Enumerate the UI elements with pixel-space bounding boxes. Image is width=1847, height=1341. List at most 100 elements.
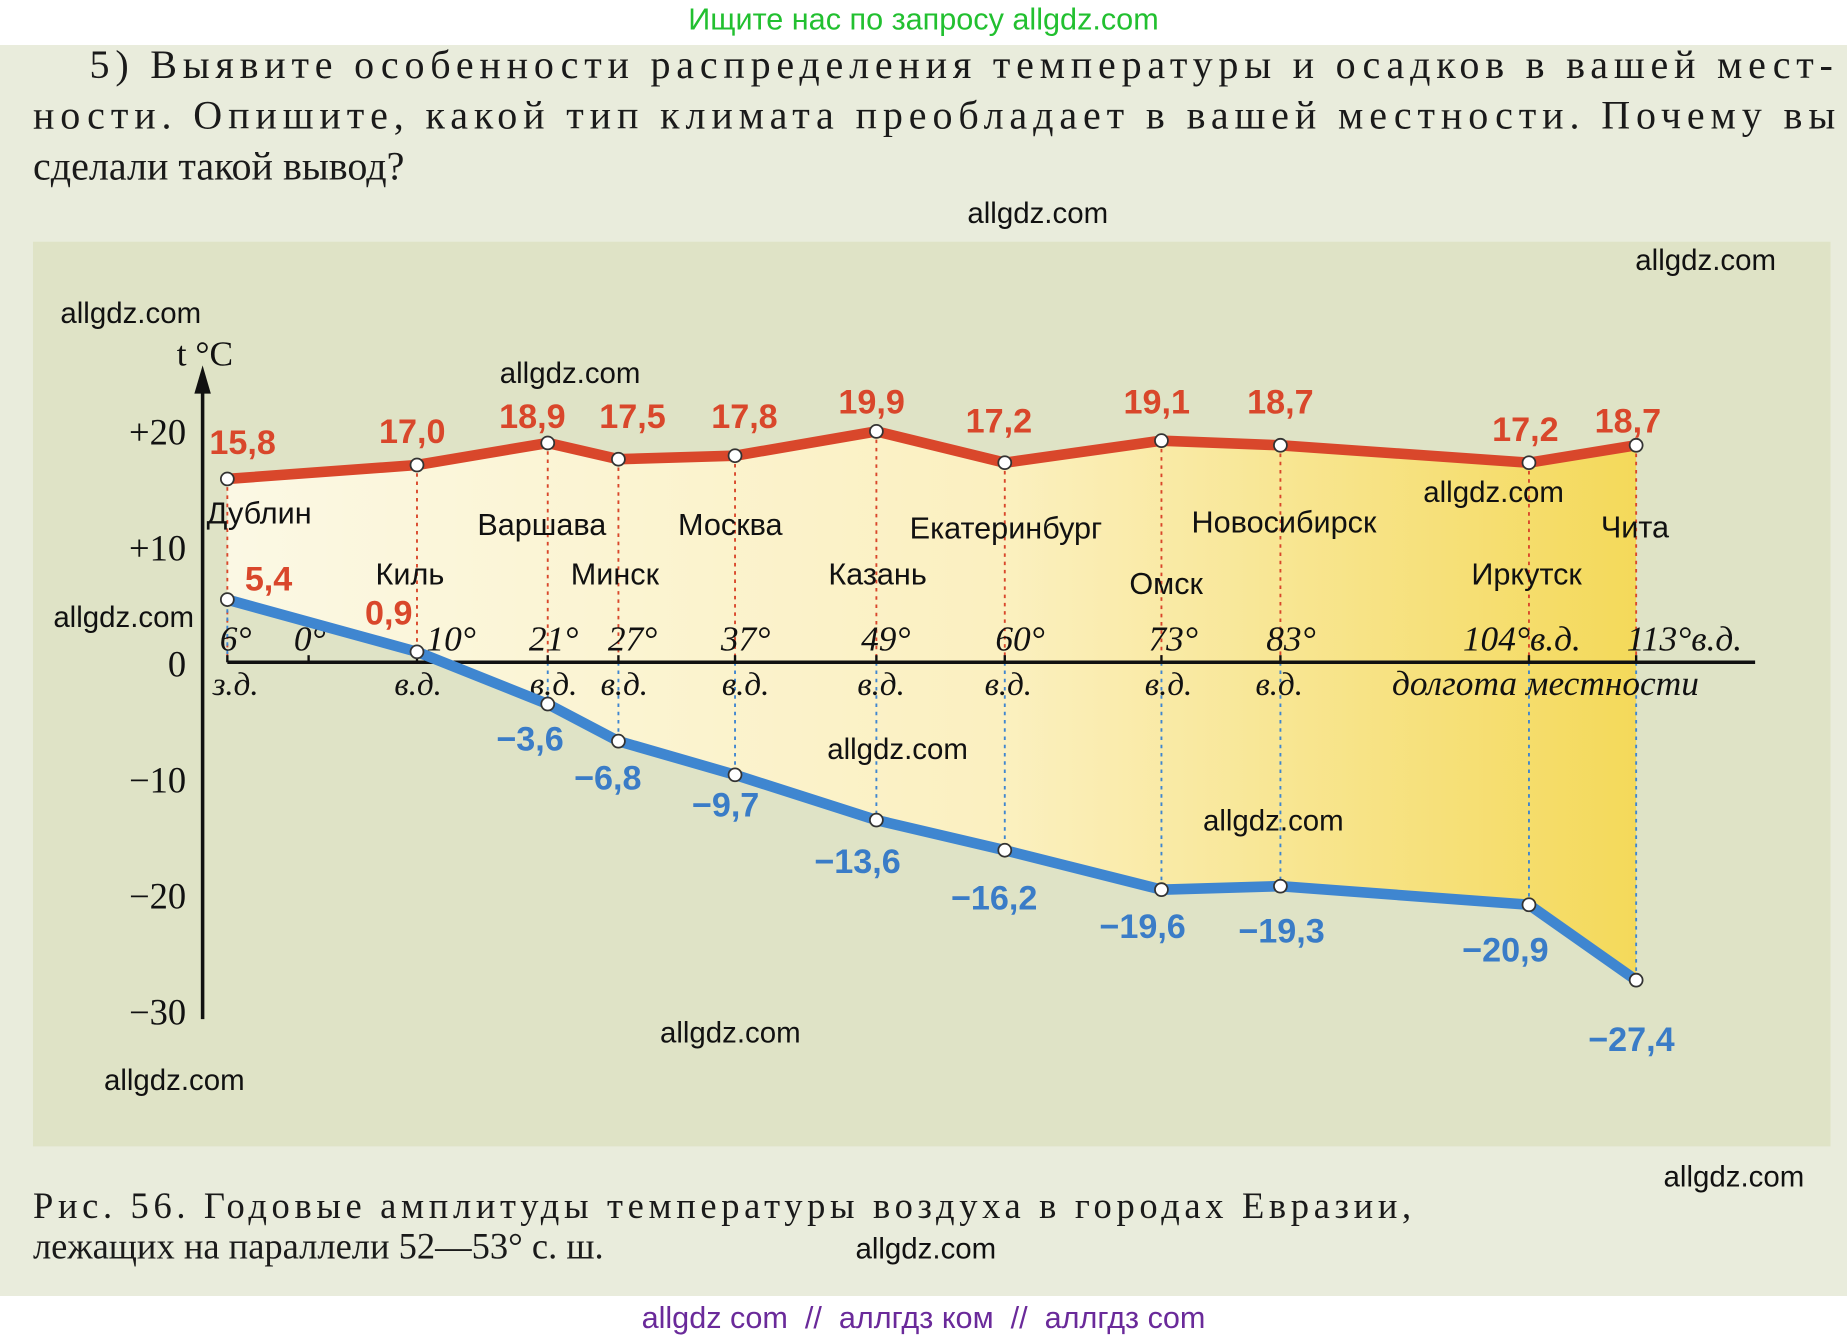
summer-data-label: 18,7	[1595, 403, 1661, 441]
watermark-text: allgdz.com	[1203, 805, 1344, 838]
question-text: 5) Выявите особенности распределения тем…	[33, 42, 1835, 188]
watermark-text: allgdz.com	[660, 1017, 801, 1050]
city-label: Киль	[376, 558, 445, 592]
summer-data-point	[409, 457, 425, 473]
summer-data-point	[540, 435, 556, 451]
winter-data-point	[1154, 882, 1169, 898]
amplitude-fill	[227, 431, 1637, 981]
winter-data-point	[409, 644, 425, 660]
summer-data-point	[219, 471, 235, 487]
summer-data-label: 18,9	[499, 398, 565, 436]
winter-data-point	[997, 842, 1013, 858]
summer-data-point	[1273, 437, 1288, 453]
winter-data-point	[1273, 878, 1288, 894]
city-label: Дублин	[207, 496, 312, 530]
winter-data-point	[1521, 897, 1537, 913]
winter-data-label: −20,9	[1462, 931, 1548, 969]
winter-data-point	[727, 767, 743, 783]
question-line-1: 5) Выявите особенности распределения тем…	[90, 42, 1833, 87]
x-tick-degree: 27°	[608, 619, 657, 658]
y-tick-label: +20	[129, 411, 186, 452]
y-tick-label: 0	[168, 643, 186, 684]
y-tick-label: −20	[129, 875, 186, 916]
y-axis-arrow-icon	[194, 365, 211, 394]
x-tick-direction: в.д.	[601, 667, 648, 703]
x-tick-direction: в.д.	[1145, 667, 1192, 703]
x-tick-direction: в.д.	[722, 667, 769, 703]
summer-data-label: 17,5	[599, 398, 665, 436]
winter-data-point	[611, 733, 626, 749]
watermark-text: allgdz.com	[967, 197, 1108, 230]
x-tick-direction: в.д.	[1255, 667, 1302, 703]
x-tick-degree: 104°в.д.	[1463, 619, 1581, 658]
city-label: Москва	[678, 508, 783, 542]
winter-data-label: −3,6	[496, 721, 563, 759]
x-tick-degree: 73°	[1148, 619, 1197, 658]
x-tick-degree: 6°	[220, 619, 252, 658]
top-banner[interactable]: Ищите нас по запросу allgdz.com	[688, 3, 1158, 37]
y-tick-label: −30	[129, 991, 186, 1032]
winter-data-label: −19,3	[1238, 913, 1324, 951]
y-tick-label: −10	[129, 759, 186, 800]
summer-data-label: 18,7	[1247, 384, 1313, 422]
summer-data-point	[997, 455, 1013, 471]
city-label: Чита	[1601, 510, 1670, 544]
watermarks: allgdz.com allgdz.com allgdz.com allgdz.com…	[53, 197, 1804, 1265]
summer-data-point	[1154, 433, 1169, 449]
summer-data-label: 19,1	[1123, 384, 1189, 422]
city-label: Омск	[1129, 567, 1203, 601]
x-tick-direction: в.д.	[394, 667, 441, 703]
winter-data-point	[869, 812, 884, 828]
winter-data-label: −16,2	[951, 880, 1037, 918]
x-tick-direction: в.д.	[857, 667, 904, 703]
summer-data-label: 15,8	[209, 424, 275, 462]
x-axis-label: долгота местности	[1392, 664, 1699, 703]
caption-line-1: Рис. 56. Годовые амплитуды температуры в…	[33, 1185, 1411, 1226]
bottom-banner[interactable]: allgdz com // аллгдз ком // аллгдз com	[642, 1301, 1206, 1335]
x-tick-direction: з.д.	[212, 667, 259, 703]
temperature-chart: t °C+20+100−10−20−306°з.д.0° 10°в.д.21°в.…	[129, 334, 1756, 1059]
winter-data-label: 0,9	[365, 595, 412, 633]
winter-data-point	[219, 592, 235, 607]
city-label: Казань	[828, 558, 926, 592]
summer-data-point	[1521, 455, 1537, 471]
watermark-text: allgdz.com	[1664, 1160, 1805, 1193]
winter-data-label: −27,4	[1588, 1021, 1674, 1059]
summer-data-label: 19,9	[838, 384, 904, 422]
winter-data-label: −9,7	[692, 787, 759, 825]
city-label: Екатеринбург	[910, 512, 1103, 546]
city-label: Варшава	[477, 508, 607, 542]
summer-data-point	[611, 451, 626, 467]
winter-data-label: −13,6	[814, 843, 900, 881]
summer-data-label: 17,0	[379, 413, 445, 451]
watermark-text: allgdz.com	[1635, 244, 1776, 277]
x-tick-direction: в.д.	[985, 667, 1032, 703]
city-label: Минск	[571, 558, 660, 592]
watermark-text: allgdz.com	[53, 601, 194, 634]
summer-data-label: 17,2	[1492, 411, 1558, 449]
x-tick-degree: 49°	[861, 619, 910, 658]
y-axis-label: t °C	[177, 334, 233, 373]
winter-data-label: 5,4	[245, 560, 292, 598]
x-tick-degree: 83°	[1266, 619, 1315, 658]
x-tick-degree: 37°	[720, 619, 770, 658]
x-tick-degree: 10°	[426, 619, 475, 658]
watermark-text: allgdz.com	[104, 1064, 245, 1097]
watermark-text: allgdz.com	[500, 357, 641, 390]
city-label: Новосибирск	[1192, 506, 1377, 540]
summer-data-label: 17,2	[966, 403, 1032, 441]
summer-data-point	[1628, 437, 1644, 453]
x-tick-degree: 21°	[529, 619, 578, 658]
question-line-2: ности. Опишите, какой тип климата преобл…	[33, 93, 1835, 138]
winter-data-label: −19,6	[1099, 908, 1185, 946]
watermark-text: allgdz.com	[60, 297, 201, 330]
watermark-text: allgdz.com	[1423, 476, 1564, 509]
watermark-text: allgdz.com	[827, 733, 968, 766]
x-tick-degree: 60°	[995, 619, 1044, 658]
city-label: Иркутск	[1471, 558, 1582, 592]
y-tick-label: +10	[129, 527, 186, 568]
x-tick-degree: 113°в.д.	[1627, 619, 1742, 658]
question-line-3: сделали такой вывод?	[33, 143, 404, 188]
summer-data-label: 17,8	[711, 398, 777, 436]
